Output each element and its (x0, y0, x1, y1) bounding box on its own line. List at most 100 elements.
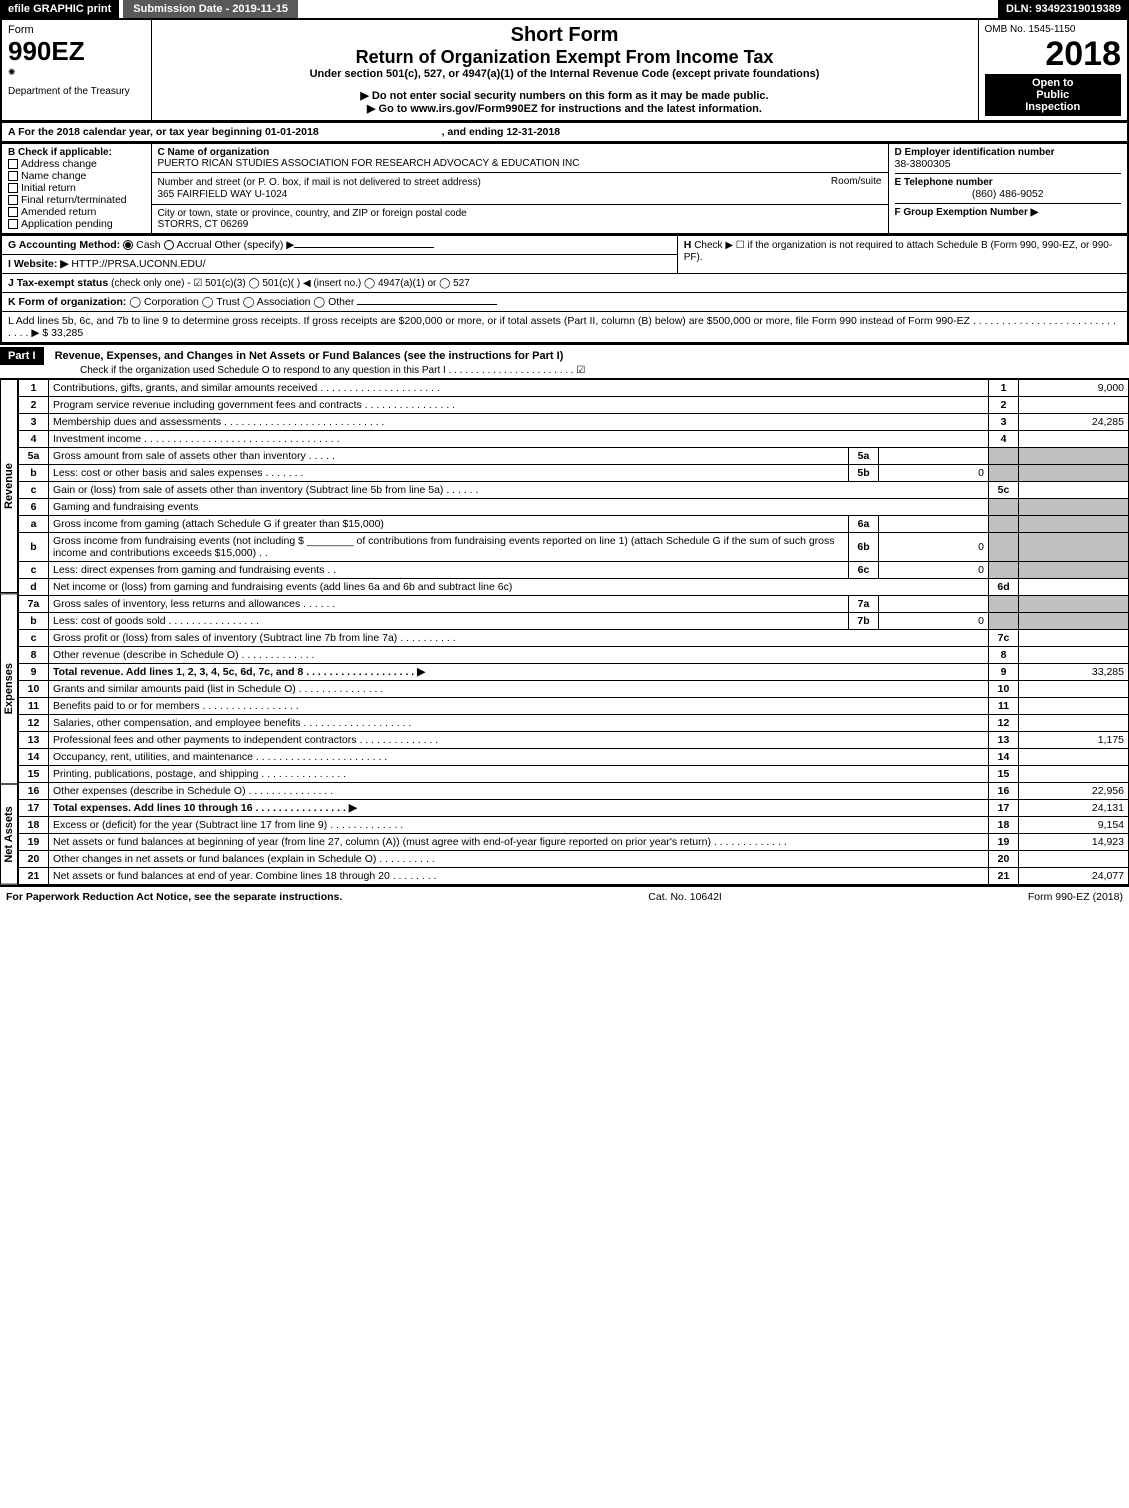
line-number: 16 (19, 783, 49, 800)
right-line-ref: 2 (989, 397, 1019, 414)
period-end: , and ending 12-31-2018 (442, 126, 560, 138)
table-row: aGross income from gaming (attach Schedu… (19, 516, 1129, 533)
h-text: Check ▶ ☐ if the organization is not req… (684, 240, 1113, 263)
right-line-ref: 8 (989, 647, 1019, 664)
line-value: 14,923 (1019, 834, 1129, 851)
checkbox-application-pending[interactable] (8, 219, 18, 229)
name-change-label: Name change (21, 170, 86, 182)
right-ref-shaded (989, 516, 1019, 533)
line-description: Other expenses (describe in Schedule O) … (49, 783, 989, 800)
line-description: Net assets or fund balances at beginning… (49, 834, 989, 851)
table-row: dNet income or (loss) from gaming and fu… (19, 579, 1129, 596)
public: Public (988, 89, 1119, 101)
right-line-ref: 19 (989, 834, 1019, 851)
line-description: Gross amount from sale of assets other t… (49, 448, 849, 465)
checkbox-final-return[interactable] (8, 195, 18, 205)
line-value (1019, 579, 1129, 596)
right-ref-shaded (989, 596, 1019, 613)
line-description: Benefits paid to or for members . . . . … (49, 698, 989, 715)
ein-value: 38-3800305 (895, 158, 1122, 170)
ssn-warning: ▶ Do not enter social security numbers o… (158, 89, 972, 102)
checkbox-name-change[interactable] (8, 171, 18, 181)
d-label: D Employer identification number (895, 147, 1122, 158)
line-value (1019, 681, 1129, 698)
line-number: 15 (19, 766, 49, 783)
right-line-ref: 11 (989, 698, 1019, 715)
right-line-ref: 20 (989, 851, 1019, 868)
table-row: bGross income from fundraising events (n… (19, 533, 1129, 562)
line-number: d (19, 579, 49, 596)
line-description: Gross sales of inventory, less returns a… (49, 596, 849, 613)
radio-accrual[interactable] (164, 240, 174, 250)
i-label: I Website: ▶ (8, 258, 68, 270)
mid-line-ref: 5b (849, 465, 879, 482)
right-line-ref: 21 (989, 868, 1019, 885)
line-number: 9 (19, 664, 49, 681)
line-number: 10 (19, 681, 49, 698)
line-description: Gross income from fundraising events (no… (49, 533, 849, 562)
amended-return-label: Amended return (21, 206, 96, 218)
accrual-label: Accrual (177, 239, 212, 251)
right-line-ref: 7c (989, 630, 1019, 647)
line-number: 8 (19, 647, 49, 664)
c-label: C Name of organization (158, 147, 882, 158)
right-ref-shaded (989, 562, 1019, 579)
line-value (1019, 647, 1129, 664)
table-row: 12Salaries, other compensation, and empl… (19, 715, 1129, 732)
table-row: 19Net assets or fund balances at beginni… (19, 834, 1129, 851)
right-value-shaded (1019, 562, 1129, 579)
checkbox-address-change[interactable] (8, 159, 18, 169)
mid-line-ref: 7a (849, 596, 879, 613)
table-row: 18Excess or (deficit) for the year (Subt… (19, 817, 1129, 834)
line-description: Occupancy, rent, utilities, and maintena… (49, 749, 989, 766)
j-label: J Tax-exempt status (8, 277, 108, 289)
mid-line-ref: 6a (849, 516, 879, 533)
right-value-shaded (1019, 465, 1129, 482)
line-number: b (19, 533, 49, 562)
table-row: 5aGross amount from sale of assets other… (19, 448, 1129, 465)
period-begin: A For the 2018 calendar year, or tax yea… (8, 126, 319, 138)
line-description: Less: cost or other basis and sales expe… (49, 465, 849, 482)
line-number: 6 (19, 499, 49, 516)
line-number: 17 (19, 800, 49, 817)
table-row: 9Total revenue. Add lines 1, 2, 3, 4, 5c… (19, 664, 1129, 681)
line-description: Other revenue (describe in Schedule O) .… (49, 647, 989, 664)
line-description: Gross profit or (loss) from sales of inv… (49, 630, 989, 647)
checkbox-initial-return[interactable] (8, 183, 18, 193)
checkbox-amended-return[interactable] (8, 207, 18, 217)
radio-cash[interactable] (123, 240, 133, 250)
line-number: 11 (19, 698, 49, 715)
right-line-ref: 15 (989, 766, 1019, 783)
right-line-ref: 16 (989, 783, 1019, 800)
address-change-label: Address change (21, 158, 97, 170)
goto-link[interactable]: ▶ Go to www.irs.gov/Form990EZ for instru… (158, 102, 972, 115)
form-number: 990EZ (8, 36, 145, 67)
return-title: Return of Organization Exempt From Incom… (158, 47, 972, 68)
line-value (1019, 630, 1129, 647)
website-link[interactable]: HTTP://PRSA.UCONN.EDU/ (71, 258, 205, 270)
line-number: 5a (19, 448, 49, 465)
table-row: 8Other revenue (describe in Schedule O) … (19, 647, 1129, 664)
f-label: F Group Exemption Number ▶ (895, 203, 1122, 218)
right-ref-shaded (989, 448, 1019, 465)
line-description: Excess or (deficit) for the year (Subtra… (49, 817, 989, 834)
line-number: 13 (19, 732, 49, 749)
h-label: H (684, 239, 692, 251)
right-value-shaded (1019, 596, 1129, 613)
mid-line-ref: 5a (849, 448, 879, 465)
line-description: Less: direct expenses from gaming and fu… (49, 562, 849, 579)
line-value: 24,285 (1019, 414, 1129, 431)
line-description: Net income or (loss) from gaming and fun… (49, 579, 989, 596)
line-value: 24,077 (1019, 868, 1129, 885)
right-line-ref: 13 (989, 732, 1019, 749)
line-value (1019, 715, 1129, 732)
right-value-shaded (1019, 499, 1129, 516)
line-description: Net assets or fund balances at end of ye… (49, 868, 989, 885)
line-number: 18 (19, 817, 49, 834)
dept-label: Department of the Treasury (8, 86, 145, 97)
line-number: 7a (19, 596, 49, 613)
line-description: Membership dues and assessments . . . . … (49, 414, 989, 431)
line-number: 4 (19, 431, 49, 448)
line-number: 12 (19, 715, 49, 732)
form-header: Form 990EZ ✺ Department of the Treasury … (0, 18, 1129, 122)
